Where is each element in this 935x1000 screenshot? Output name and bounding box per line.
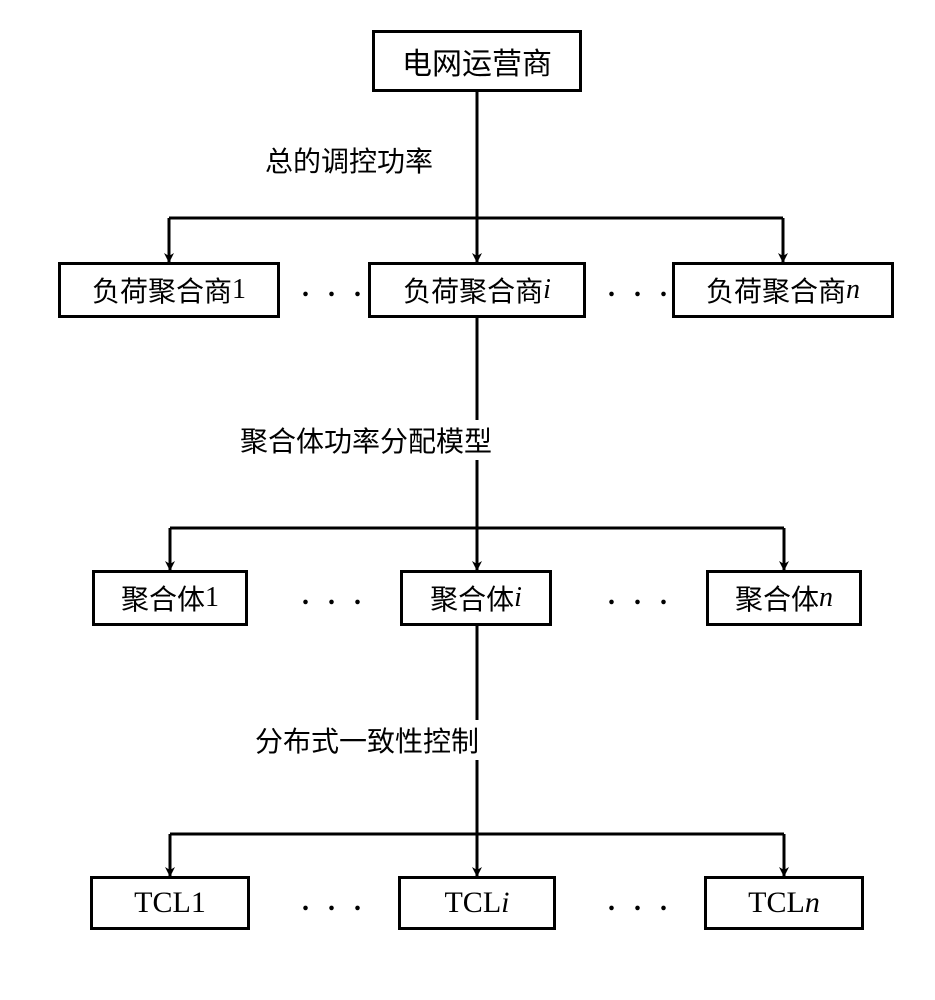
node-cluster-n: 聚合体n <box>706 570 862 626</box>
ellipsis: . . . <box>608 886 673 918</box>
node-tcl-1: TCL1 <box>90 876 250 930</box>
ellipsis: . . . <box>302 580 367 612</box>
node-tcl-i: TCLi <box>398 876 556 930</box>
edge-label-total-power: 总的调控功率 <box>265 140 433 180</box>
edge-label-power-allocation: 聚合体功率分配模型 <box>240 420 492 460</box>
diagram-root: 电网运营商 总的调控功率 负荷聚合商1 . . . 负荷聚合商i . . . 负… <box>0 0 935 1000</box>
node-aggregator-n: 负荷聚合商n <box>672 262 894 318</box>
node-aggregator-i: 负荷聚合商i <box>368 262 586 318</box>
ellipsis: . . . <box>608 580 673 612</box>
node-aggregator-1: 负荷聚合商1 <box>58 262 280 318</box>
node-label: 电网运营商 <box>402 39 552 83</box>
ellipsis: . . . <box>608 272 673 304</box>
ellipsis: . . . <box>302 886 367 918</box>
edge-label-distributed-control: 分布式一致性控制 <box>255 720 479 760</box>
node-cluster-i: 聚合体i <box>400 570 552 626</box>
ellipsis: . . . <box>302 272 367 304</box>
node-grid-operator: 电网运营商 <box>372 30 582 92</box>
node-cluster-1: 聚合体1 <box>92 570 248 626</box>
arrows-layer <box>0 0 935 1000</box>
node-tcl-n: TCLn <box>704 876 864 930</box>
